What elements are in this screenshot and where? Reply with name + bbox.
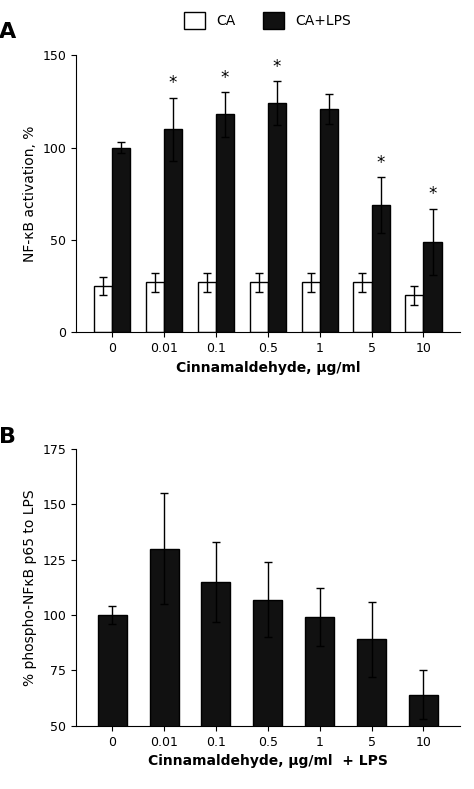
Text: A: A bbox=[0, 22, 16, 42]
Text: *: * bbox=[428, 185, 437, 203]
Bar bbox=[372, 205, 390, 332]
Bar bbox=[201, 581, 230, 789]
Y-axis label: % phospho-NFκB p65 to LPS: % phospho-NFκB p65 to LPS bbox=[23, 489, 36, 686]
Bar bbox=[94, 286, 112, 332]
Text: *: * bbox=[169, 74, 177, 92]
Bar bbox=[216, 114, 234, 332]
Text: *: * bbox=[376, 154, 385, 172]
Y-axis label: NF-κB activation, %: NF-κB activation, % bbox=[23, 125, 36, 262]
Bar bbox=[405, 295, 423, 332]
Legend: CA, CA+LPS: CA, CA+LPS bbox=[184, 13, 351, 29]
Bar bbox=[253, 600, 283, 789]
Bar bbox=[268, 103, 286, 332]
Text: *: * bbox=[273, 58, 281, 76]
Text: B: B bbox=[0, 427, 16, 447]
X-axis label: Cinnamaldehyde, μg/ml  + LPS: Cinnamaldehyde, μg/ml + LPS bbox=[148, 754, 388, 768]
Bar bbox=[423, 242, 442, 332]
Bar bbox=[305, 617, 334, 789]
Bar bbox=[98, 615, 127, 789]
Bar bbox=[146, 282, 164, 332]
Bar bbox=[357, 639, 386, 789]
Bar bbox=[409, 695, 438, 789]
X-axis label: Cinnamaldehyde, μg/ml: Cinnamaldehyde, μg/ml bbox=[175, 361, 360, 375]
Bar bbox=[164, 129, 182, 332]
Bar bbox=[319, 109, 338, 332]
Bar bbox=[250, 282, 268, 332]
Bar bbox=[198, 282, 216, 332]
Bar bbox=[112, 148, 130, 332]
Bar bbox=[301, 282, 319, 332]
Text: *: * bbox=[221, 69, 229, 87]
Bar bbox=[149, 548, 179, 789]
Bar bbox=[354, 282, 372, 332]
